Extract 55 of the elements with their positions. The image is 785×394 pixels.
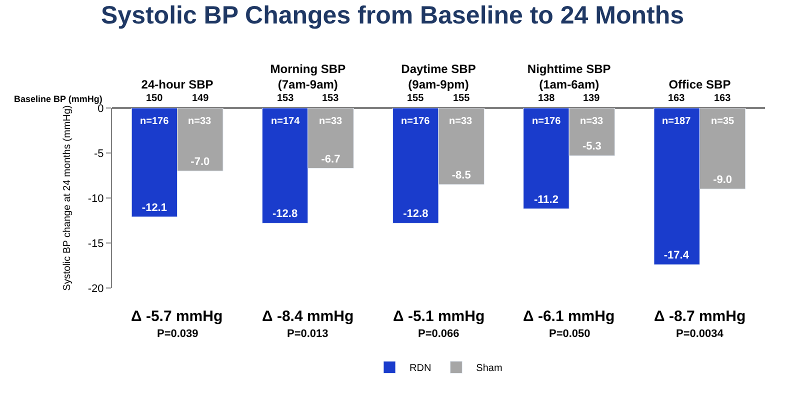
data-label: -6.7 bbox=[321, 153, 340, 166]
text: 153 bbox=[322, 93, 340, 104]
data-label: -9.0 bbox=[713, 174, 732, 186]
text: 149 bbox=[192, 93, 210, 104]
text: Δ -5.1 mmHg bbox=[393, 308, 485, 325]
data-label: -5.3 bbox=[582, 140, 602, 153]
annotation: n=33 bbox=[580, 116, 604, 127]
text: P=0.013 bbox=[287, 328, 328, 340]
chart-title: Systolic BP Changes from Baseline to 24 Months bbox=[100, 1, 684, 30]
text: 163 bbox=[714, 93, 732, 104]
y-tick-label: 0 bbox=[98, 102, 104, 115]
legend-label: Sham bbox=[476, 363, 502, 374]
x-tick-label: Morning SBP (7am-9am) bbox=[270, 62, 346, 92]
annotation: n=176 bbox=[401, 116, 430, 127]
text: Δ -8.4 mmHg bbox=[262, 308, 354, 325]
text: P=0.039 bbox=[157, 328, 198, 340]
text: 155 bbox=[407, 93, 424, 104]
text: 138 bbox=[538, 93, 556, 104]
annotation: n=176 bbox=[140, 116, 170, 127]
data-label: -17.4 bbox=[664, 250, 690, 262]
text: 153 bbox=[277, 93, 294, 104]
data-label: -11.2 bbox=[534, 194, 558, 206]
text: 155 bbox=[453, 93, 470, 104]
text: P=0.050 bbox=[549, 328, 590, 340]
y-tick-label: -10 bbox=[88, 192, 104, 205]
x-tick-label: Nighttime SBP (1am-6am) bbox=[527, 62, 611, 92]
annotation: n=176 bbox=[532, 116, 562, 127]
text: P=0.0034 bbox=[676, 328, 724, 340]
x-tick-label: Office SBP bbox=[668, 78, 731, 92]
data-label: -7.0 bbox=[190, 156, 210, 168]
annotation: n=187 bbox=[662, 116, 692, 127]
annotation: n=174 bbox=[271, 116, 300, 127]
data-label: -12.8 bbox=[272, 208, 298, 220]
text: Δ -5.7 mmHg bbox=[131, 308, 223, 325]
annotation: n=33 bbox=[319, 116, 343, 127]
text: 163 bbox=[668, 93, 686, 104]
text: Δ -8.7 mmHg bbox=[654, 308, 746, 325]
text: P=0.066 bbox=[418, 328, 460, 340]
text: 139 bbox=[583, 93, 600, 104]
data-label: -12.1 bbox=[142, 202, 167, 214]
y-axis-title: Systolic BP change at 24 months (mmHg) bbox=[62, 105, 73, 291]
annotation: n=33 bbox=[449, 116, 473, 127]
text: Baseline BP (mmHg) bbox=[14, 94, 102, 104]
annotation: n=33 bbox=[188, 116, 212, 127]
y-tick-label: -15 bbox=[88, 238, 104, 250]
legend-label: RDN bbox=[410, 363, 432, 374]
x-tick-label: 24-hour SBP bbox=[141, 78, 214, 92]
data-label: -12.8 bbox=[403, 208, 428, 220]
text: Δ -6.1 mmHg bbox=[523, 308, 615, 325]
y-tick-label: -20 bbox=[88, 282, 104, 295]
y-tick-label: -5 bbox=[94, 148, 104, 160]
text: 150 bbox=[146, 93, 164, 104]
data-label: -8.5 bbox=[452, 170, 471, 182]
annotation: n=35 bbox=[711, 116, 735, 127]
x-tick-label: Daytime SBP (9am-9pm) bbox=[401, 62, 476, 92]
